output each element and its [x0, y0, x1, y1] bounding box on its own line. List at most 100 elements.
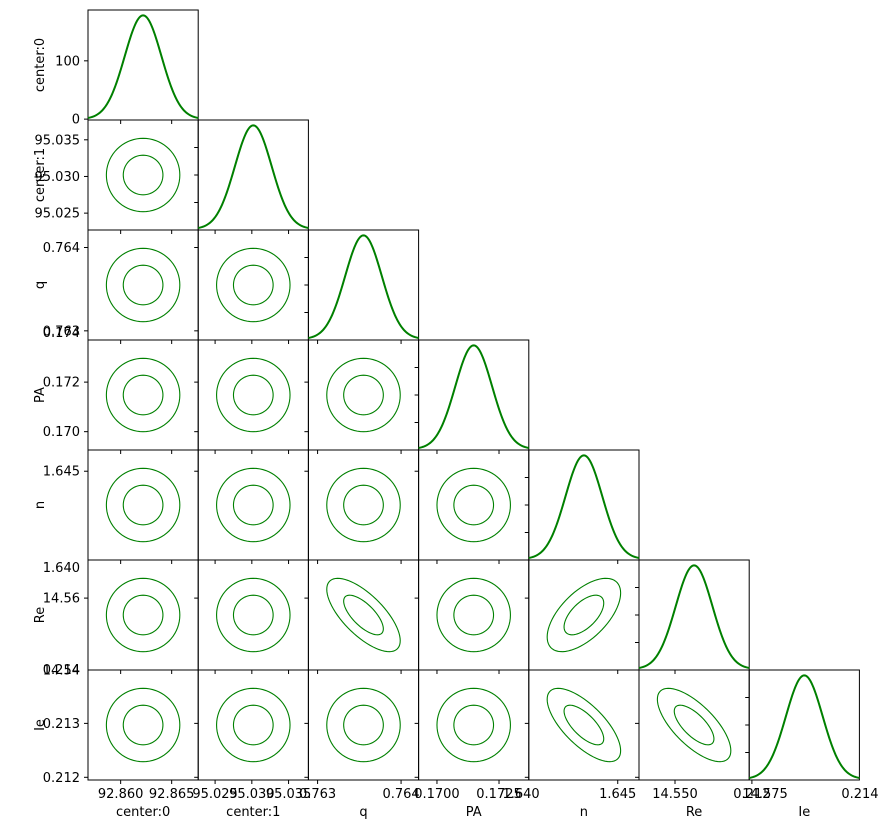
y-axis-label-PA: PA [33, 387, 48, 403]
contour-2-sigma-PA-Re [436, 577, 511, 653]
panel-frame-center0-center1 [87, 119, 199, 231]
y-tick-label: 14.56 [43, 592, 80, 607]
y-tick-label: 0.172 [43, 376, 80, 391]
marginal-density-curve-Ie [749, 674, 860, 779]
contour-2-sigma-center1-PA [216, 357, 291, 433]
contour-2-sigma-center0-Ie [105, 687, 181, 763]
y-tick-label: 0 [72, 113, 80, 128]
x-tick-label: 0.1725 [476, 787, 522, 802]
panel-frame-center0-q [87, 229, 199, 341]
y-tick-label: 0.212 [43, 771, 80, 786]
panel-frame-Ie-Ie [748, 669, 860, 781]
panel-frame-center0-center0 [87, 9, 199, 121]
y-tick-label: 14.54 [43, 664, 80, 679]
contour-2-sigma-q-n [326, 467, 401, 543]
contour-1-sigma-center0-n [122, 484, 164, 526]
contour-1-sigma-PA-Ie [453, 704, 495, 746]
y-tick-label: 95.030 [35, 170, 81, 185]
x-axis-label-Ie: Ie [798, 805, 810, 820]
contour-2-sigma-center0-center1 [105, 137, 181, 213]
contour-1-sigma-n-Re [563, 594, 605, 636]
x-tick-label: 0.214 [841, 787, 878, 802]
x-tick-label: 0.764 [382, 787, 419, 802]
panel-frame-q-q [307, 229, 420, 341]
y-tick-label: 95.025 [35, 207, 81, 222]
contour-1-sigma-center0-q [122, 264, 164, 306]
contour-1-sigma-center0-center1 [122, 154, 164, 196]
x-tick-label: 95.035 [266, 787, 312, 802]
y-tick-label: 0.213 [43, 717, 80, 732]
panel-frame-center1-n [197, 449, 309, 561]
contour-1-sigma-q-n [343, 484, 384, 526]
marginal-density-curve-Re [638, 564, 750, 669]
contour-2-sigma-center1-n [216, 467, 291, 543]
contour-1-sigma-center1-n [232, 484, 274, 526]
panel-frame-PA-Ie [418, 669, 530, 781]
y-tick-label: 0.763 [43, 324, 80, 339]
panel-frame-n-n [528, 449, 640, 561]
x-tick-label: 14.550 [652, 787, 698, 802]
panel-frame-q-n [307, 449, 420, 561]
y-tick-label: 0.174 [43, 326, 80, 341]
panel-frame-center0-PA [87, 339, 199, 451]
panel-frame-q-Re [307, 559, 420, 671]
contour-2-sigma-center1-Ie [216, 687, 291, 763]
panel-frame-center0-n [87, 449, 199, 561]
panel-frame-center1-center1 [197, 119, 309, 231]
y-tick-label: 0.214 [43, 663, 80, 678]
contour-2-sigma-PA-Ie [436, 687, 511, 763]
x-tick-label: 95.030 [229, 787, 275, 802]
x-tick-label: 14.575 [742, 787, 788, 802]
contour-1-sigma-center1-q [232, 264, 274, 306]
contour-2-sigma-center1-Re [216, 577, 291, 653]
contour-2-sigma-q-Ie [326, 687, 401, 763]
panel-frame-n-Re [528, 559, 640, 671]
y-tick-label: 1.645 [43, 465, 80, 480]
contour-2-sigma-q-Re [326, 577, 401, 653]
contour-1-sigma-center0-Re [122, 594, 164, 636]
y-axis-label-Ie: Ie [33, 719, 48, 731]
y-axis-label-center0: center:0 [33, 38, 48, 92]
contour-1-sigma-q-Re [343, 594, 384, 636]
y-tick-label: 95.035 [35, 133, 81, 148]
contour-1-sigma-center1-Re [232, 594, 274, 636]
panel-frame-Re-Re [638, 559, 750, 671]
contour-1-sigma-PA-Re [453, 594, 495, 636]
x-tick-label: 92.860 [98, 787, 144, 802]
contour-1-sigma-q-PA [343, 374, 384, 416]
panel-frame-PA-n [418, 449, 530, 561]
x-axis-label-PA: PA [466, 805, 482, 820]
panel-frame-center1-q [197, 229, 309, 341]
panel-frame-center1-Re [197, 559, 309, 671]
y-tick-label: 0.170 [43, 425, 80, 440]
contour-2-sigma-center1-q [216, 247, 291, 323]
panel-frame-PA-Re [418, 559, 530, 671]
contour-1-sigma-Re-Ie [673, 704, 715, 746]
contour-2-sigma-center0-n [105, 467, 181, 543]
contour-2-sigma-center0-Re [105, 577, 181, 653]
marginal-density-curve-center:0 [87, 14, 199, 119]
marginal-density-curve-q [308, 234, 419, 339]
panel-frame-center1-Ie [197, 669, 309, 781]
x-axis-label-center1: center:1 [226, 805, 280, 820]
panel-frame-q-Ie [307, 669, 420, 781]
contour-2-sigma-n-Ie [546, 687, 622, 763]
x-axis-label-center0: center:0 [116, 805, 170, 820]
panel-frame-PA-PA [418, 339, 530, 451]
contour-1-sigma-PA-n [453, 484, 495, 526]
panel-frame-center0-Re [87, 559, 199, 671]
contour-1-sigma-center1-Ie [232, 704, 274, 746]
x-tick-label: 0.763 [299, 787, 336, 802]
marginal-density-curve-center:1 [198, 124, 309, 229]
marginal-density-curve-n [528, 454, 640, 559]
contour-1-sigma-center0-PA [122, 374, 164, 416]
panel-frame-center1-PA [197, 339, 309, 451]
marginal-density-curve-PA [418, 344, 529, 449]
y-axis-label-q: q [33, 281, 48, 289]
contour-1-sigma-center0-Ie [122, 704, 164, 746]
contour-2-sigma-n-Re [546, 577, 622, 653]
y-tick-label: 1.640 [43, 561, 80, 576]
x-axis-label-Re: Re [686, 805, 702, 820]
contour-2-sigma-Re-Ie [656, 687, 732, 763]
contour-1-sigma-n-Ie [563, 704, 605, 746]
